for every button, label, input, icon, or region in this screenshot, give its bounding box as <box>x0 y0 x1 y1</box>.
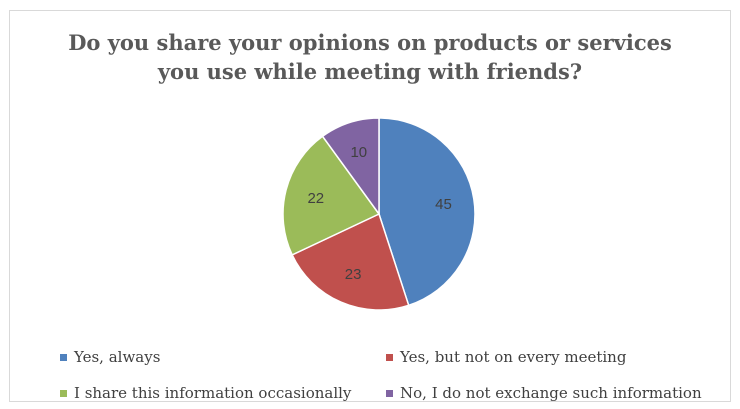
data-label-yes-not-every-meeting: 23 <box>345 266 362 283</box>
chart-title-line-2: you use while meeting with friends? <box>157 59 583 84</box>
chart-title-line-1: Do you share your opinions on products o… <box>68 30 672 55</box>
pie-slice-no-exchange <box>321 117 380 217</box>
data-label-yes-always: 45 <box>435 196 452 213</box>
data-label-no-exchange: 10 <box>350 144 367 161</box>
pie-slice-share-occasionally <box>282 135 381 256</box>
pie-slice-yes-always <box>378 117 476 307</box>
chart-title: Do you share your opinions on products o… <box>0 28 740 86</box>
pie-slice-yes-not-every-meeting <box>291 212 410 311</box>
data-label-share-occasionally: 22 <box>307 190 324 207</box>
